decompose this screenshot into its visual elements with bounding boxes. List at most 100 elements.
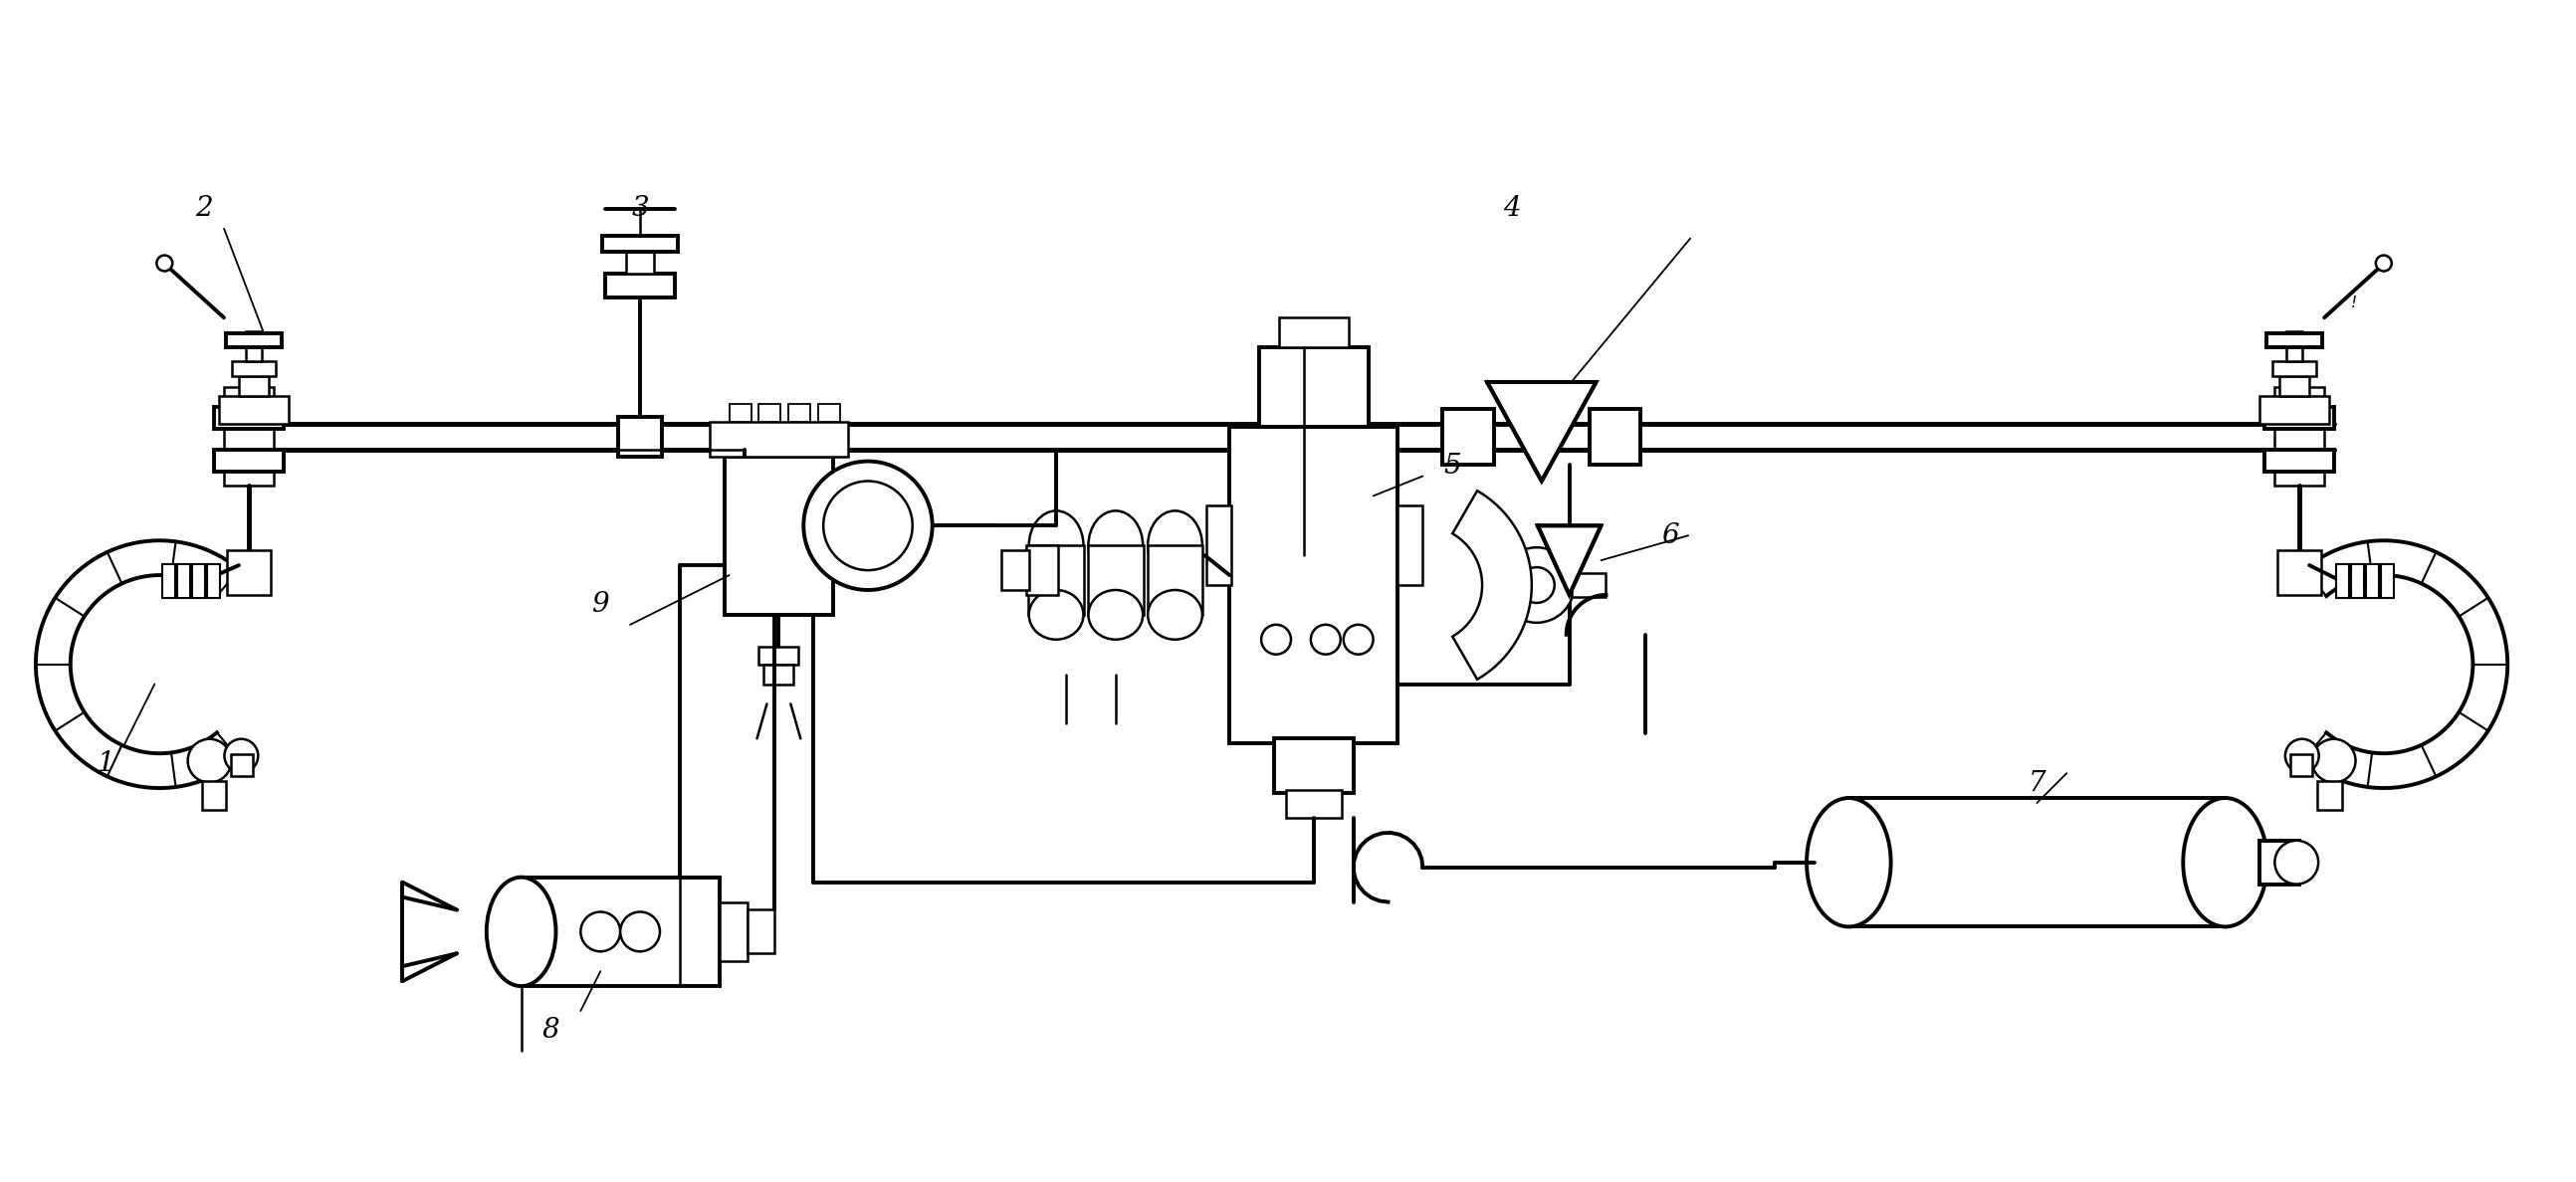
- Bar: [2277, 551, 2321, 595]
- Circle shape: [157, 255, 173, 271]
- Circle shape: [1520, 567, 1553, 603]
- Ellipse shape: [2182, 798, 2267, 927]
- Circle shape: [824, 481, 912, 570]
- Bar: [1146, 545, 1203, 615]
- Bar: [214, 407, 283, 429]
- Circle shape: [2375, 255, 2391, 271]
- Bar: [819, 404, 840, 422]
- Ellipse shape: [1090, 590, 1144, 639]
- Bar: [227, 333, 281, 348]
- Bar: [2272, 362, 2316, 376]
- Polygon shape: [1486, 382, 1597, 481]
- Bar: [1260, 348, 1368, 427]
- Bar: [2316, 780, 2342, 811]
- Circle shape: [1345, 624, 1373, 655]
- Circle shape: [2313, 739, 2354, 782]
- Ellipse shape: [1090, 511, 1144, 580]
- Bar: [178, 564, 191, 598]
- Text: 2: 2: [196, 195, 214, 222]
- Bar: [605, 273, 675, 298]
- Bar: [724, 456, 832, 615]
- Bar: [219, 396, 289, 423]
- Bar: [2259, 840, 2300, 884]
- Bar: [626, 252, 654, 273]
- Bar: [1025, 545, 1059, 595]
- Bar: [1285, 790, 1342, 818]
- Bar: [760, 404, 781, 422]
- Bar: [2267, 333, 2324, 348]
- Circle shape: [188, 739, 232, 782]
- Ellipse shape: [1149, 590, 1203, 639]
- Bar: [719, 902, 747, 961]
- Bar: [747, 910, 775, 954]
- Bar: [1399, 506, 1422, 585]
- Bar: [2259, 396, 2329, 423]
- Bar: [2290, 754, 2313, 775]
- Circle shape: [1311, 624, 1340, 655]
- Circle shape: [1499, 547, 1574, 623]
- Bar: [1087, 545, 1144, 615]
- Bar: [1275, 739, 1352, 793]
- Bar: [2280, 376, 2311, 396]
- Ellipse shape: [1806, 798, 1891, 927]
- Polygon shape: [1453, 491, 1533, 680]
- Bar: [1206, 506, 1231, 585]
- Text: 5: 5: [1443, 453, 1461, 480]
- Bar: [520, 877, 719, 986]
- Bar: [760, 647, 799, 664]
- Bar: [1002, 551, 1030, 590]
- Bar: [232, 362, 276, 376]
- Text: 1: 1: [95, 749, 113, 777]
- Circle shape: [2275, 840, 2318, 884]
- Bar: [162, 564, 175, 598]
- Circle shape: [224, 739, 258, 773]
- Bar: [2336, 564, 2349, 598]
- Bar: [201, 780, 227, 811]
- Bar: [1571, 573, 1605, 597]
- Bar: [240, 376, 268, 396]
- Bar: [1229, 427, 1399, 743]
- Bar: [1850, 798, 2226, 927]
- Ellipse shape: [1028, 511, 1084, 580]
- Bar: [206, 564, 219, 598]
- Bar: [193, 564, 206, 598]
- Bar: [227, 551, 270, 595]
- Bar: [2275, 387, 2324, 486]
- Bar: [765, 664, 793, 684]
- Bar: [232, 754, 252, 775]
- Circle shape: [621, 911, 659, 952]
- Polygon shape: [1538, 526, 1602, 595]
- Bar: [1443, 409, 1494, 465]
- Text: 9: 9: [592, 591, 608, 618]
- Bar: [224, 387, 273, 486]
- Circle shape: [580, 911, 621, 952]
- Bar: [618, 417, 662, 456]
- Bar: [245, 331, 263, 362]
- Bar: [2352, 564, 2365, 598]
- Text: !: !: [2352, 296, 2357, 311]
- Bar: [1589, 409, 1641, 465]
- Bar: [2264, 449, 2334, 472]
- Text: 4: 4: [1504, 195, 1520, 222]
- Bar: [788, 404, 811, 422]
- Ellipse shape: [487, 877, 556, 986]
- Bar: [2287, 331, 2303, 362]
- Bar: [2365, 564, 2378, 598]
- Ellipse shape: [1149, 511, 1203, 580]
- Bar: [1028, 545, 1084, 615]
- Text: 7: 7: [2027, 769, 2045, 797]
- Bar: [2380, 564, 2393, 598]
- Bar: [708, 422, 848, 456]
- Bar: [603, 235, 677, 252]
- Text: 6: 6: [1662, 522, 1680, 548]
- Bar: [729, 404, 752, 422]
- Circle shape: [804, 461, 933, 590]
- Bar: [1280, 318, 1347, 348]
- Ellipse shape: [1028, 590, 1084, 639]
- Bar: [214, 449, 283, 472]
- Text: 3: 3: [631, 195, 649, 222]
- Bar: [2264, 407, 2334, 429]
- Text: 8: 8: [541, 1018, 559, 1044]
- Circle shape: [2285, 739, 2318, 773]
- Circle shape: [1262, 624, 1291, 655]
